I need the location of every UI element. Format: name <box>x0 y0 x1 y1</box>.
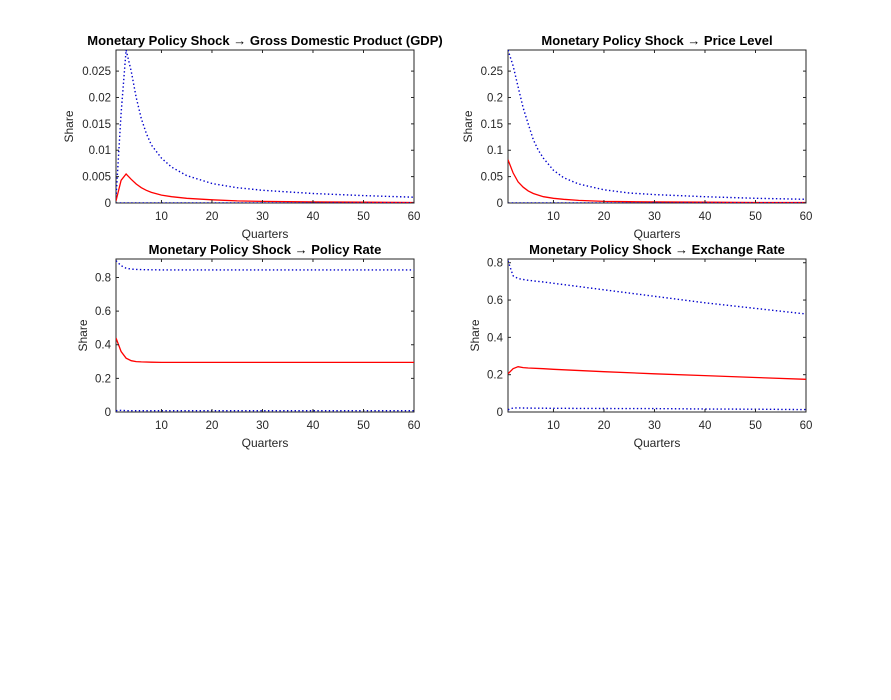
series-group-gdp <box>116 49 414 203</box>
plot-area-policy-rate <box>115 258 415 413</box>
x-tick-label: 60 <box>408 211 421 223</box>
x-axis-label-gdp: Quarters <box>242 227 289 241</box>
x-tick-label: 30 <box>256 420 269 432</box>
y-axis-label-price-level: Share <box>461 110 475 142</box>
x-axis-label-exchange-rate: Quarters <box>634 436 681 450</box>
x-tick-label: 20 <box>598 211 611 223</box>
plot-area-price-level <box>507 49 807 204</box>
panel-policy-rate: 10 20 30 40 50 60 0 0.2 0.4 0.6 0.8 Monetary Policy… <box>76 242 420 450</box>
series-group-exchange-rate <box>508 260 806 411</box>
y-axis-label-gdp: Share <box>62 110 76 142</box>
series-line-median-1 <box>116 173 414 203</box>
series-line-band-2 <box>508 407 806 411</box>
y-tick-label: 0.01 <box>89 145 111 157</box>
x-tick-label: 40 <box>307 420 320 432</box>
x-tick-label: 40 <box>699 420 712 432</box>
y-tick-label: 0.6 <box>95 306 111 318</box>
y-tick-label: 0.4 <box>487 332 504 344</box>
chart-title-gdp: Monetary Policy Shock → Gross Domestic P… <box>87 33 442 48</box>
x-tick-label: 30 <box>256 211 269 223</box>
y-tick-label: 0 <box>497 198 503 210</box>
y-tick-label: 0.2 <box>95 373 111 385</box>
y-tick-label: 0.015 <box>82 119 111 131</box>
x-tick-label: 20 <box>206 420 219 432</box>
x-tick-label: 50 <box>749 211 762 223</box>
series-group-policy-rate <box>116 260 414 412</box>
series-line-band-0 <box>116 49 414 198</box>
x-tick-label: 60 <box>800 211 813 223</box>
chart-title-exchange-rate: Monetary Policy Shock → Exchange Rate <box>529 242 785 257</box>
panel-price-level: 10 20 30 40 50 60 0 0.05 0.1 0.15 0.2 0.25 Monetary … <box>461 33 812 241</box>
x-tick-label: 40 <box>699 211 712 223</box>
x-tick-label: 10 <box>547 420 560 432</box>
x-tick-label: 60 <box>800 420 813 432</box>
y-tick-label: 0.025 <box>82 66 111 78</box>
y-tick-label: 0.25 <box>481 66 503 78</box>
y-tick-label: 0.6 <box>487 295 503 307</box>
panel-exchange-rate: 10 20 30 40 50 60 0 0.2 0.4 0.6 0.8 Monetary Policy… <box>468 242 812 450</box>
y-tick-label: 0.05 <box>481 172 503 184</box>
chart-title-price-level: Monetary Policy Shock → Price Level <box>541 33 772 48</box>
x-tick-label: 30 <box>648 420 661 432</box>
y-tick-label: 0.005 <box>82 172 111 184</box>
y-tick-label: 0 <box>497 407 503 419</box>
y-tick-label: 0.8 <box>487 258 503 270</box>
chart-title-policy-rate: Monetary Policy Shock → Policy Rate <box>149 242 382 257</box>
x-axis-label-policy-rate: Quarters <box>242 436 289 450</box>
y-tick-label: 0.4 <box>95 340 112 352</box>
series-line-band-0 <box>508 49 806 200</box>
x-axis-label-price-level: Quarters <box>634 227 681 241</box>
y-tick-label: 0.02 <box>89 92 111 104</box>
x-tick-label: 50 <box>749 420 762 432</box>
series-line-band-0 <box>116 260 414 271</box>
x-tick-label: 10 <box>155 420 168 432</box>
y-axis-label-policy-rate: Share <box>76 319 90 351</box>
y-tick-label: 0.15 <box>481 119 503 131</box>
y-tick-label: 0.8 <box>95 272 111 284</box>
x-tick-label: 20 <box>598 420 611 432</box>
series-group-price-level <box>508 49 806 203</box>
x-tick-label: 10 <box>155 211 168 223</box>
x-tick-label: 20 <box>206 211 219 223</box>
series-line-median-1 <box>508 159 806 203</box>
plot-area-exchange-rate <box>507 258 807 413</box>
y-tick-label: 0 <box>105 198 111 210</box>
y-tick-label: 0.2 <box>487 92 503 104</box>
y-tick-label: 0 <box>105 407 111 419</box>
x-tick-label: 50 <box>357 211 370 223</box>
x-tick-label: 50 <box>357 420 370 432</box>
x-tick-label: 10 <box>547 211 560 223</box>
series-line-median-1 <box>116 337 414 364</box>
panel-gdp: 10 20 30 40 50 60 0 0.005 0.01 0.015 0.02 0.025 Mone… <box>62 33 443 241</box>
y-tick-label: 0.1 <box>487 145 503 157</box>
x-tick-label: 60 <box>408 420 421 432</box>
series-line-median-1 <box>508 366 806 380</box>
y-tick-label: 0.2 <box>487 370 503 382</box>
plot-area-gdp <box>115 49 415 204</box>
y-axis-label-exchange-rate: Share <box>468 319 482 351</box>
x-tick-label: 40 <box>307 211 320 223</box>
x-tick-label: 30 <box>648 211 661 223</box>
